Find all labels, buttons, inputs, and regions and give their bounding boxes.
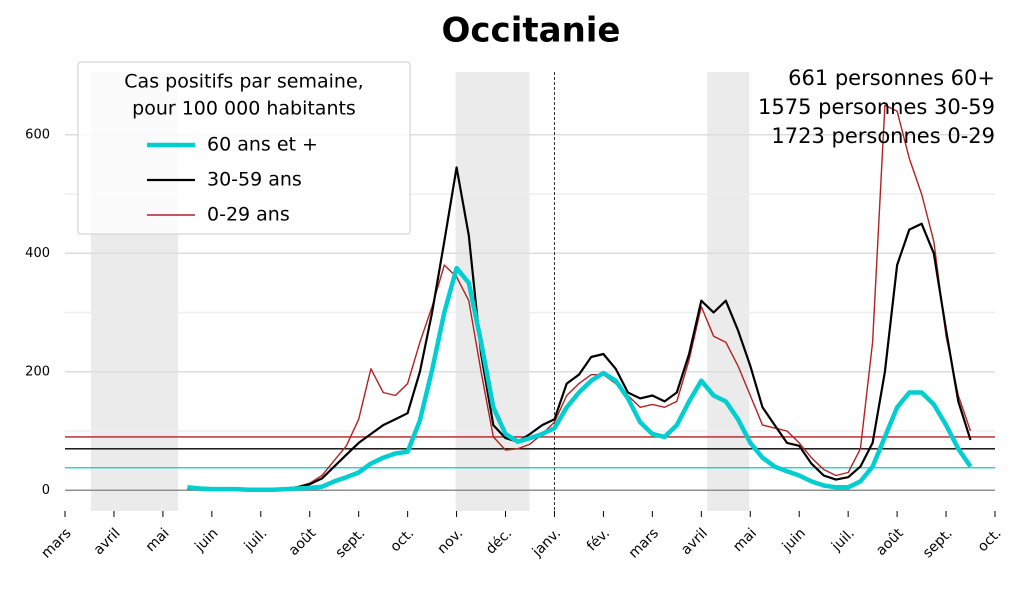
shaded-span	[707, 72, 750, 511]
x-tick-label: août	[873, 525, 907, 559]
x-tick-label: mai	[730, 525, 760, 555]
x-tick-label: juin	[191, 525, 221, 555]
annotation: 1723 personnes 0-29	[771, 124, 995, 148]
series-line	[187, 265, 973, 492]
y-tick-label: 200	[25, 364, 50, 379]
x-tick-label: juil.	[828, 525, 858, 555]
x-tick-label: avril	[678, 525, 711, 558]
x-tick-label: mai	[143, 525, 173, 555]
series-line	[187, 104, 972, 490]
x-tick-label: mars	[626, 525, 662, 561]
legend-label: 0-29 ans	[207, 204, 290, 226]
legend-label: 30-59 ans	[207, 169, 302, 191]
legend-title: pour 100 000 habitants	[132, 98, 356, 120]
y-tick-label: 400	[25, 246, 50, 261]
x-tick-label: avril	[91, 525, 124, 558]
x-tick-label: déc.	[483, 525, 515, 557]
x-tick-label: juin	[779, 525, 809, 555]
legend-box	[77, 61, 411, 235]
x-tick-label: juil.	[241, 525, 271, 555]
x-tick-label: mars	[38, 525, 74, 561]
x-tick-label: fév.	[584, 525, 613, 554]
legend-title: Cas positifs par semaine,	[124, 71, 363, 93]
chart-title: Occitanie	[442, 11, 621, 51]
annotation: 661 personnes 60+	[788, 66, 995, 90]
x-tick-label: nov.	[434, 525, 466, 557]
x-tick-label: oct.	[975, 525, 1005, 555]
legend-label: 60 ans et +	[207, 134, 318, 156]
y-tick-label: 600	[25, 127, 50, 142]
series-line	[187, 166, 972, 491]
x-tick-label: sept.	[332, 525, 368, 561]
x-tick-label: janv.	[529, 525, 564, 560]
x-tick-label: sept.	[920, 525, 956, 561]
shaded-span	[455, 72, 530, 511]
annotation: 1575 personnes 30-59	[758, 95, 995, 119]
x-tick-label: oct.	[387, 525, 417, 555]
x-tick-label: août	[286, 525, 320, 559]
y-tick-label: 0	[42, 483, 50, 498]
